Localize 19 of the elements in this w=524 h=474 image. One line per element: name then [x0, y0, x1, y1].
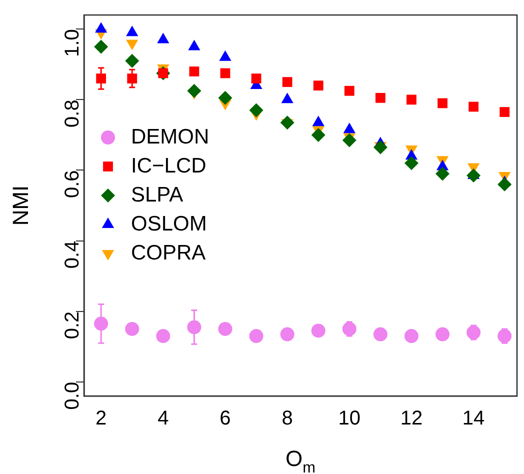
- y-axis-title: NMI: [8, 185, 33, 226]
- legend-label: DEMON: [131, 125, 210, 148]
- x-tick-label: 4: [158, 408, 169, 430]
- x-tick-label: 6: [220, 408, 231, 430]
- y-tick-label: 0.4: [62, 240, 84, 269]
- legend-label: SLPA: [131, 183, 184, 206]
- legend-label: COPRA: [131, 241, 206, 264]
- y-tick-label: 0.2: [62, 311, 84, 340]
- y-tick-label: 0.6: [62, 170, 84, 198]
- x-tick-label: 12: [400, 408, 423, 430]
- x-tick-label: 10: [338, 408, 361, 430]
- legend-label: OSLOM: [131, 212, 207, 236]
- x-tick-label: 14: [462, 408, 485, 430]
- x-tick-label: 2: [96, 408, 107, 430]
- y-tick-label: 0.0: [62, 382, 84, 410]
- legend-label: IC−LCD: [131, 154, 206, 178]
- y-tick-label: 1.0: [62, 29, 84, 57]
- y-tick-label: 0.8: [62, 100, 84, 128]
- x-tick-label: 8: [282, 408, 293, 430]
